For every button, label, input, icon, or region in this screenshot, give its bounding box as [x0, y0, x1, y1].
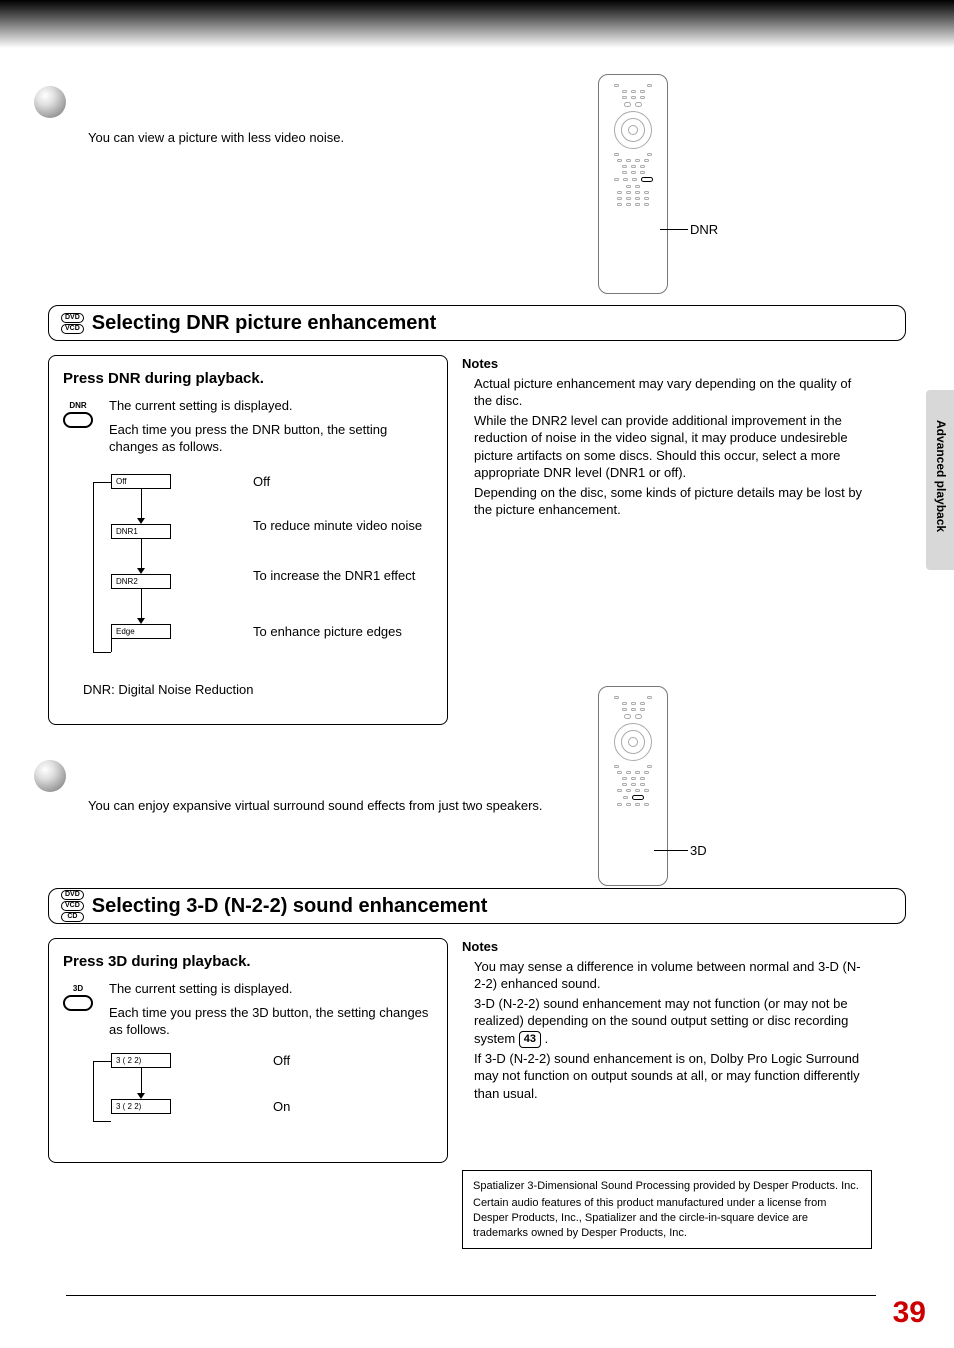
badge2-cd: CD — [61, 912, 84, 922]
badge-dvd: DVD — [61, 313, 84, 323]
bullet-sphere-2 — [34, 760, 66, 792]
section1-panel: Press DNR during playback. DNR The curre… — [48, 355, 448, 725]
panel1-desc1: The current setting is displayed. — [109, 397, 433, 415]
dnr-expansion: DNR: Digital Noise Reduction — [83, 682, 433, 697]
notes2-item-0: You may sense a difference in volume bet… — [474, 958, 872, 993]
3d-button-label: 3D — [73, 984, 83, 993]
badge2-dvd: DVD — [61, 890, 84, 900]
notes1-item-0: Actual picture enhancement may vary depe… — [474, 375, 872, 410]
flow1-box-2: DNR2 — [111, 574, 171, 589]
remote2-3d-button — [632, 795, 644, 800]
flow1-label-2: To increase the DNR1 effect — [253, 568, 433, 583]
remote1-callout-line — [660, 229, 688, 230]
section1-intro: You can view a picture with less video n… — [88, 130, 344, 145]
page-content: You can view a picture with less video n… — [28, 60, 926, 1308]
badge-vcd: VCD — [61, 324, 84, 334]
flow1-label-0: Off — [253, 474, 270, 489]
section2-badges: DVD VCD CD — [61, 890, 84, 922]
section1-title: Selecting DNR picture enhancement — [92, 312, 437, 335]
legal-box: Spatializer 3-Dimensional Sound Processi… — [462, 1170, 872, 1249]
notes2-item-2: If 3-D (N-2-2) sound enhancement is on, … — [474, 1050, 872, 1103]
page-number-rule — [66, 1295, 876, 1296]
panel2-title: Press 3D during playback. — [63, 953, 433, 970]
remote-diagram-2 — [598, 686, 668, 886]
section1-badges: DVD VCD — [61, 313, 84, 334]
sidebar-label: Advanced playback — [934, 420, 948, 532]
3d-flow-diagram: 3 ( 2 2) Off 3 ( 2 2) On — [93, 1053, 433, 1143]
panel2-desc1: The current setting is displayed. — [109, 980, 433, 998]
legal-line2: Certain audio features of this product m… — [473, 1196, 861, 1241]
flow2-label-1: On — [273, 1099, 290, 1114]
panel2-desc2: Each time you press the 3D button, the s… — [109, 1004, 433, 1039]
dnr-flow-diagram: Off Off DNR1 To reduce minute video nois… — [93, 474, 433, 674]
section2-panel: Press 3D during playback. 3D The current… — [48, 938, 448, 1163]
flow1-box-0: Off — [111, 474, 171, 489]
section1-bar: DVD VCD Selecting DNR picture enhancemen… — [48, 305, 906, 341]
section2-intro: You can enjoy expansive virtual surround… — [88, 798, 543, 813]
bullet-sphere-1 — [34, 86, 66, 118]
flow1-box-1: DNR1 — [111, 524, 171, 539]
flow2-box-1: 3 ( 2 2) — [111, 1099, 171, 1114]
3d-button-icon — [63, 995, 93, 1011]
top-gradient — [0, 0, 954, 48]
section1-notes: Notes Actual picture enhancement may var… — [462, 355, 872, 519]
remote1-label: DNR — [690, 222, 718, 237]
notes1-title: Notes — [462, 355, 872, 373]
flow1-label-3: To enhance picture edges — [253, 624, 453, 639]
dnr-button-icon — [63, 412, 93, 428]
section2-bar: DVD VCD CD Selecting 3-D (N-2-2) sound e… — [48, 888, 906, 924]
panel1-desc2: Each time you press the DNR button, the … — [109, 421, 433, 456]
notes2-item-1: 3-D (N-2-2) sound enhancement may not fu… — [474, 995, 872, 1048]
dnr-button-graphic: DNR — [63, 401, 93, 428]
page-number: 39 — [893, 1296, 926, 1330]
section2-title: Selecting 3-D (N-2-2) sound enhancement — [92, 895, 488, 918]
legal-line1: Spatializer 3-Dimensional Sound Processi… — [473, 1179, 861, 1194]
remote2-label: 3D — [690, 843, 707, 858]
remote-diagram-1 — [598, 74, 668, 294]
dnr-button-label: DNR — [69, 401, 86, 410]
remote2-callout-line — [654, 850, 688, 851]
page-ref-43: 43 — [519, 1031, 541, 1048]
notes2-title: Notes — [462, 938, 872, 956]
flow1-label-1: To reduce minute video noise — [253, 518, 433, 533]
section2-notes: Notes You may sense a difference in volu… — [462, 938, 872, 1102]
notes1-item-2: Depending on the disc, some kinds of pic… — [474, 484, 872, 519]
remote1-dnr-button — [641, 177, 653, 182]
badge2-vcd: VCD — [61, 901, 84, 911]
panel1-title: Press DNR during playback. — [63, 370, 433, 387]
flow1-box-3: Edge — [111, 624, 171, 639]
notes1-item-1: While the DNR2 level can provide additio… — [474, 412, 872, 482]
flow2-label-0: Off — [273, 1053, 290, 1068]
flow2-box-0: 3 ( 2 2) — [111, 1053, 171, 1068]
3d-button-graphic: 3D — [63, 984, 93, 1011]
